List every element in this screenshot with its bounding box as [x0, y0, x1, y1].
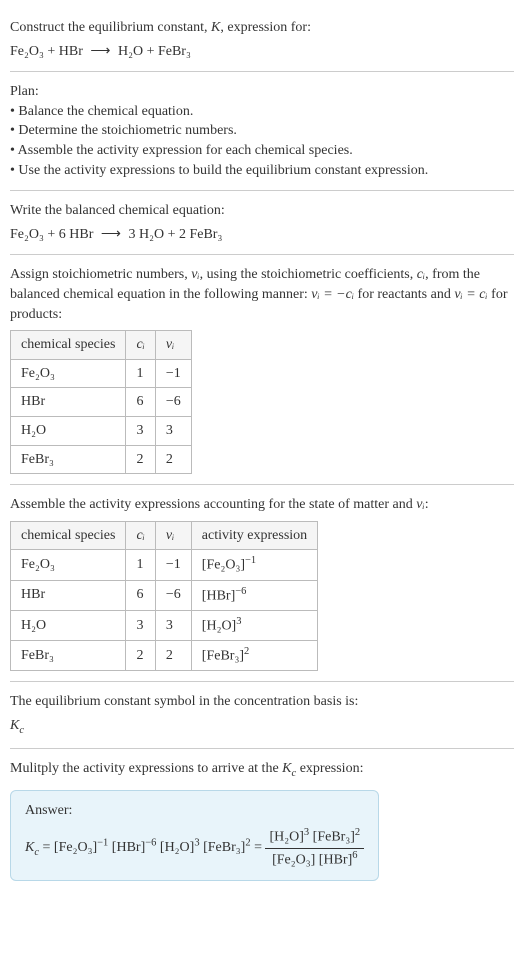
- symbol-kc: Kc: [10, 716, 514, 738]
- plan-item: • Determine the stoichiometric numbers.: [10, 121, 514, 141]
- answer-box: Answer: Kc = [Fe₂O₃]−1 [HBr]−6 [H₂O]3 [F…: [10, 790, 379, 881]
- table-header: cᵢ: [126, 331, 155, 360]
- table-cell: 6: [126, 388, 155, 417]
- eq-rhs: 3 H₂O + 2 FeBr₃: [128, 227, 222, 242]
- plan-title: Plan:: [10, 82, 514, 102]
- table-header: cᵢ: [126, 521, 155, 550]
- arrow-icon: ⟶: [90, 42, 110, 62]
- table-row: FeBr₃ 2 2: [11, 445, 192, 474]
- table-cell: −1: [155, 359, 191, 388]
- table-cell: −6: [155, 580, 191, 610]
- fraction-denominator: [Fe₂O₃] [HBr]6: [265, 849, 364, 870]
- header-text-1b: , expression for:: [220, 20, 311, 35]
- eq-lhs: Fe₂O₃ + 6 HBr: [10, 227, 93, 242]
- table-header: activity expression: [191, 521, 317, 550]
- table-header: chemical species: [11, 331, 126, 360]
- table-row: Fe₂O₃ 1 −1: [11, 359, 192, 388]
- table-header-row: chemical species cᵢ νᵢ activity expressi…: [11, 521, 318, 550]
- table-header: chemical species: [11, 521, 126, 550]
- table-cell: −1: [155, 550, 191, 580]
- fraction: [H₂O]3 [FeBr₃]2 [Fe₂O₃] [HBr]6: [265, 826, 364, 870]
- table-cell: Fe₂O₃: [11, 359, 126, 388]
- table-cell: 1: [126, 359, 155, 388]
- table-cell: HBr: [11, 580, 126, 610]
- header-line: Construct the equilibrium constant, K, e…: [10, 18, 514, 38]
- answer-formula: Kc = [Fe₂O₃]−1 [HBr]−6 [H₂O]3 [FeBr₃]2 =…: [25, 826, 364, 870]
- table-row: H₂O 3 3 [H₂O]3: [11, 610, 318, 640]
- stoich-section: Assign stoichiometric numbers, νᵢ, using…: [10, 255, 514, 485]
- table-row: HBr 6 −6: [11, 388, 192, 417]
- table-cell: H₂O: [11, 610, 126, 640]
- table-cell: [H₂O]3: [191, 610, 317, 640]
- table-cell: 3: [155, 610, 191, 640]
- table-cell: −6: [155, 388, 191, 417]
- table-header: νᵢ: [155, 331, 191, 360]
- table-row: HBr 6 −6 [HBr]−6: [11, 580, 318, 610]
- fraction-numerator: [H₂O]3 [FeBr₃]2: [265, 826, 364, 848]
- table-row: Fe₂O₃ 1 −1 [Fe₂O₃]−1: [11, 550, 318, 580]
- table-cell: 2: [126, 445, 155, 474]
- table-header-row: chemical species cᵢ νᵢ: [11, 331, 192, 360]
- stoich-text: Assign stoichiometric numbers, νᵢ, using…: [10, 265, 514, 324]
- stoich-table: chemical species cᵢ νᵢ Fe₂O₃ 1 −1 HBr 6 …: [10, 330, 192, 474]
- header-k: K: [211, 20, 220, 35]
- symbol-section: The equilibrium constant symbol in the c…: [10, 682, 514, 749]
- eq-rhs: H₂O + FeBr₃: [118, 44, 191, 59]
- table-cell: H₂O: [11, 416, 126, 445]
- eq-lhs: Fe₂O₃ + HBr: [10, 44, 83, 59]
- table-cell: 3: [155, 416, 191, 445]
- balanced-text: Write the balanced chemical equation:: [10, 201, 514, 221]
- table-row: FeBr₃ 2 2 [FeBr₃]2: [11, 641, 318, 671]
- table-cell: 3: [126, 610, 155, 640]
- table-cell: 6: [126, 580, 155, 610]
- activity-section: Assemble the activity expressions accoun…: [10, 485, 514, 682]
- plan-section: Plan: • Balance the chemical equation. •…: [10, 72, 514, 191]
- plan-item: • Balance the chemical equation.: [10, 102, 514, 122]
- header-text-1: Construct the equilibrium constant,: [10, 20, 211, 35]
- header-section: Construct the equilibrium constant, K, e…: [10, 8, 514, 72]
- balanced-section: Write the balanced chemical equation: Fe…: [10, 191, 514, 255]
- table-cell: HBr: [11, 388, 126, 417]
- table-header: νᵢ: [155, 521, 191, 550]
- table-cell: FeBr₃: [11, 641, 126, 671]
- arrow-icon: ⟶: [101, 225, 121, 245]
- plan-item: • Assemble the activity expression for e…: [10, 141, 514, 161]
- table-cell: FeBr₃: [11, 445, 126, 474]
- table-cell: 1: [126, 550, 155, 580]
- table-cell: Fe₂O₃: [11, 550, 126, 580]
- activity-table: chemical species cᵢ νᵢ activity expressi…: [10, 521, 318, 672]
- table-cell: [Fe₂O₃]−1: [191, 550, 317, 580]
- balanced-equation: Fe₂O₃ + 6 HBr ⟶ 3 H₂O + 2 FeBr₃: [10, 225, 514, 245]
- table-cell: [FeBr₃]2: [191, 641, 317, 671]
- symbol-text: The equilibrium constant symbol in the c…: [10, 692, 514, 712]
- table-cell: 2: [155, 445, 191, 474]
- table-row: H₂O 3 3: [11, 416, 192, 445]
- table-cell: 3: [126, 416, 155, 445]
- answer-section: Mulitply the activity expressions to arr…: [10, 749, 514, 891]
- multiply-text: Mulitply the activity expressions to arr…: [10, 759, 514, 781]
- plan-item: • Use the activity expressions to build …: [10, 161, 514, 181]
- table-cell: 2: [126, 641, 155, 671]
- activity-text: Assemble the activity expressions accoun…: [10, 495, 514, 515]
- table-cell: 2: [155, 641, 191, 671]
- answer-label: Answer:: [25, 801, 364, 821]
- table-cell: [HBr]−6: [191, 580, 317, 610]
- header-equation: Fe₂O₃ + HBr ⟶ H₂O + FeBr₃: [10, 42, 514, 62]
